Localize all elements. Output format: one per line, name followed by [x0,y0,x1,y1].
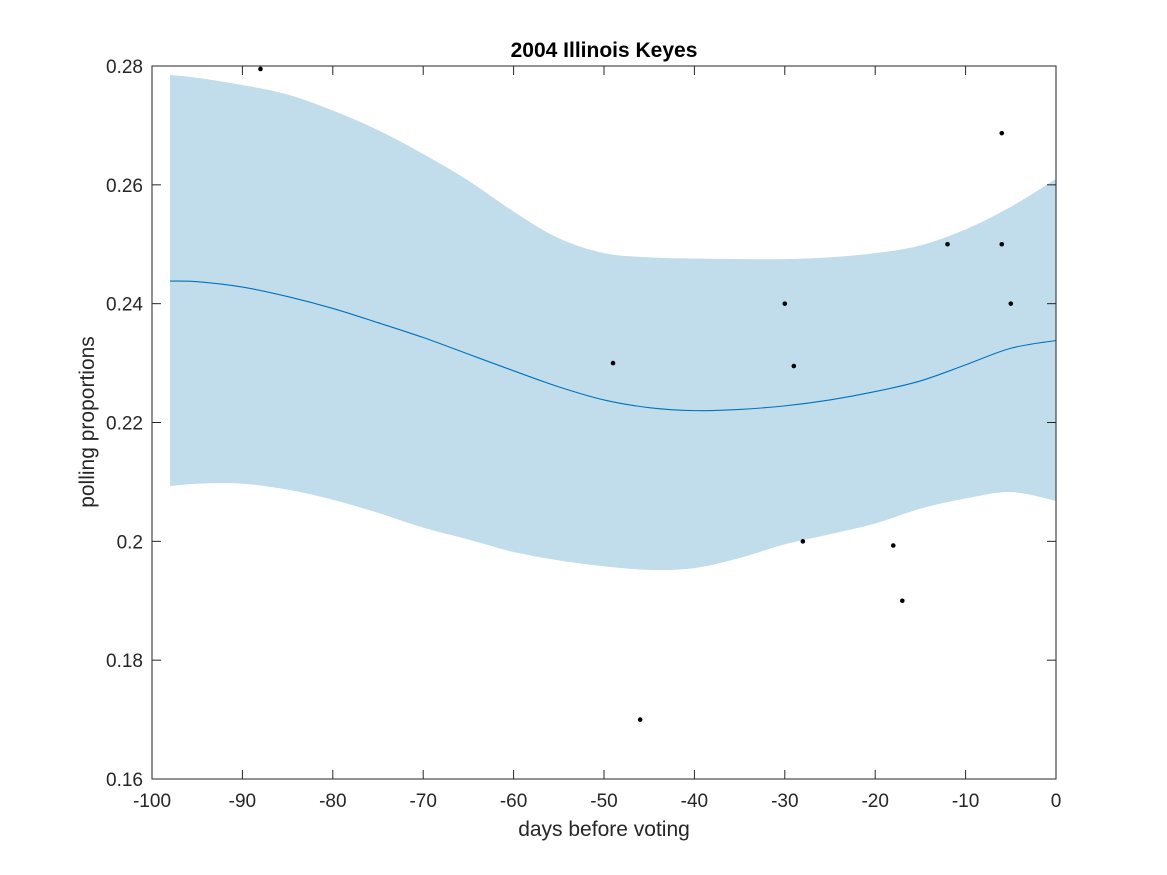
plot-layer [170,66,1057,722]
x-tick-label: -30 [771,791,798,812]
y-tick-label: 0.2 [117,532,143,553]
y-tick-label: 0.24 [106,295,143,316]
poll-point [999,241,1005,247]
x-tick-label: -10 [952,791,979,812]
poll-point [782,301,788,306]
y-axis-label: polling proportions [76,336,99,508]
y-tick-label: 0.28 [106,57,143,78]
y-tick-label: 0.22 [106,414,143,435]
poll-point [637,717,643,722]
x-tick-label: -40 [681,791,708,812]
x-tick-label: -60 [500,791,527,812]
poll-point [890,543,896,548]
chart-title: 2004 Illinois Keyes [511,39,698,62]
y-tick-label: 0.26 [106,176,143,197]
x-tick-label: -80 [319,791,346,812]
poll-point [258,66,263,72]
x-tick-label: 0 [1051,791,1062,812]
x-axis-label: days before voting [518,818,690,841]
poll-point [900,598,905,604]
poll-point [610,360,616,366]
y-tick-label: 0.18 [106,651,143,672]
poll-point [999,130,1005,136]
y-tick-label: 0.16 [106,770,143,791]
ticks-layer: -100 -90 -80 -70 -60 -50 -40 -30 -20 -10 00.160.18… [106,57,1061,812]
confidence-band [170,74,1056,570]
x-tick-label: -100 [133,791,171,812]
poll-point [800,539,806,544]
x-tick-label: -50 [590,791,617,812]
x-tick-label: -90 [229,791,256,812]
x-tick-label: -70 [409,791,436,812]
poll-point [791,363,797,369]
poll-point [1008,301,1014,306]
x-tick-label: -20 [861,791,888,812]
trend-line [170,280,1057,412]
poll-point [945,241,950,247]
